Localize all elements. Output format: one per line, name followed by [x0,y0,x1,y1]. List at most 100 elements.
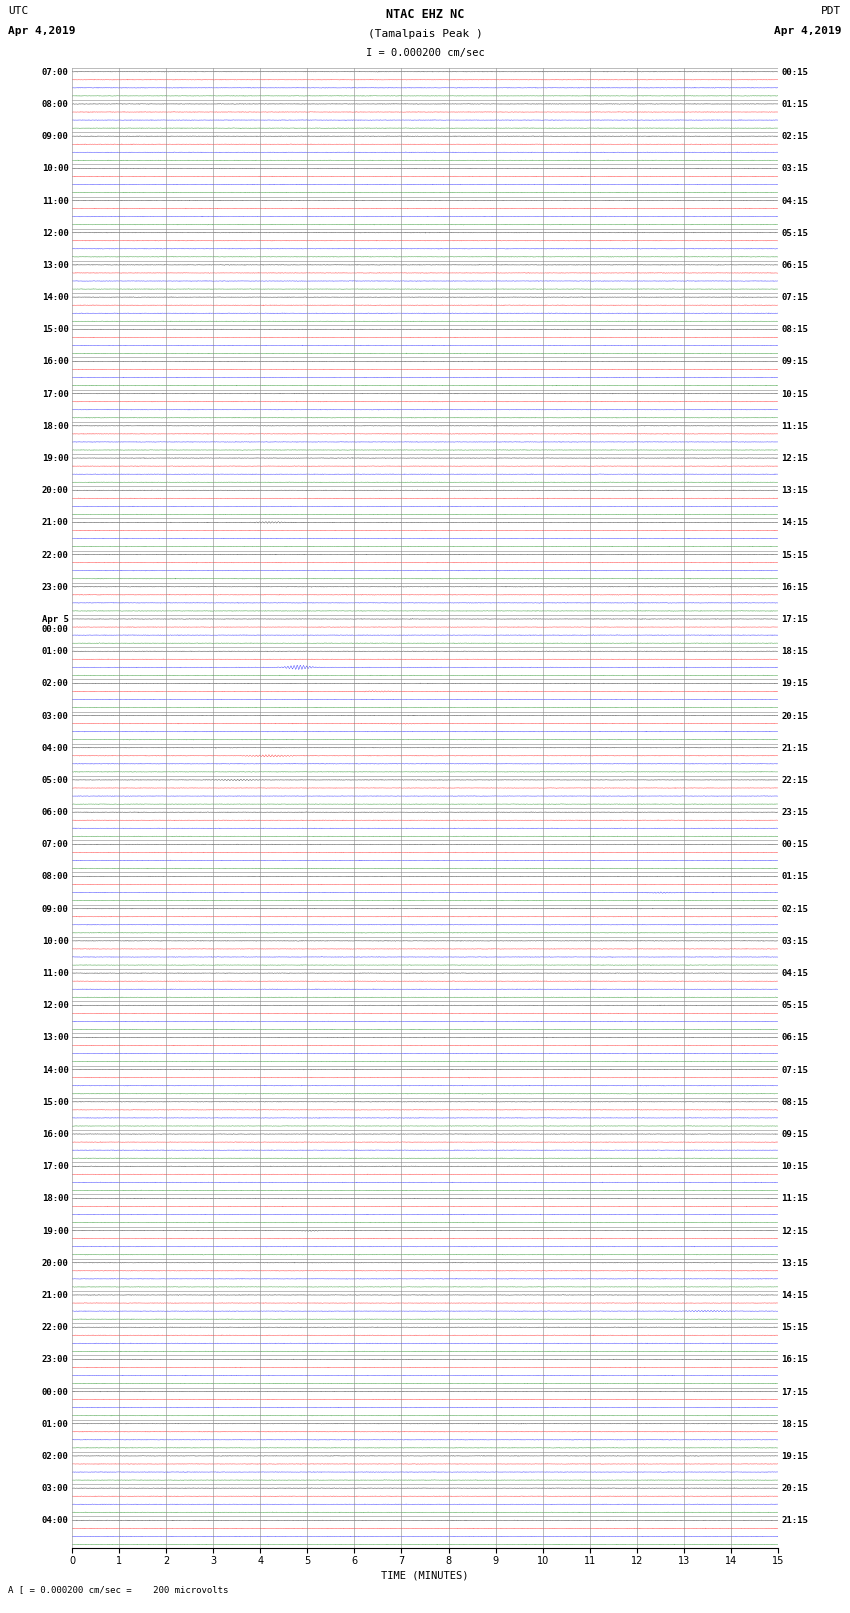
Text: 13:00: 13:00 [42,1034,69,1042]
Text: 08:15: 08:15 [781,1098,808,1107]
Text: (Tamalpais Peak ): (Tamalpais Peak ) [367,29,483,39]
Text: 03:00: 03:00 [42,711,69,721]
Text: Apr 4,2019: Apr 4,2019 [774,26,842,35]
Text: 17:00: 17:00 [42,1163,69,1171]
Text: 10:15: 10:15 [781,390,808,398]
Text: 22:00: 22:00 [42,1323,69,1332]
Text: 15:00: 15:00 [42,1098,69,1107]
Text: I = 0.000200 cm/sec: I = 0.000200 cm/sec [366,48,484,58]
Text: 03:00: 03:00 [42,1484,69,1494]
Text: 19:15: 19:15 [781,1452,808,1461]
Text: 21:15: 21:15 [781,1516,808,1526]
Text: 02:15: 02:15 [781,132,808,140]
Text: 20:00: 20:00 [42,1258,69,1268]
Text: 15:15: 15:15 [781,550,808,560]
Text: 04:15: 04:15 [781,969,808,977]
Text: 07:15: 07:15 [781,1066,808,1074]
Text: 09:00: 09:00 [42,132,69,140]
Text: 15:15: 15:15 [781,1323,808,1332]
Text: 10:00: 10:00 [42,937,69,945]
Text: 13:15: 13:15 [781,486,808,495]
Text: 16:15: 16:15 [781,582,808,592]
Text: UTC: UTC [8,6,29,16]
Text: 00:15: 00:15 [781,68,808,77]
Text: 02:15: 02:15 [781,905,808,913]
Text: 05:15: 05:15 [781,1002,808,1010]
Text: 20:15: 20:15 [781,711,808,721]
Text: 11:15: 11:15 [781,423,808,431]
Text: A [ = 0.000200 cm/sec =    200 microvolts: A [ = 0.000200 cm/sec = 200 microvolts [8,1584,229,1594]
Text: 01:15: 01:15 [781,873,808,881]
Text: 12:15: 12:15 [781,1226,808,1236]
Text: 16:00: 16:00 [42,1131,69,1139]
Text: 05:15: 05:15 [781,229,808,237]
Text: Apr 5
00:00: Apr 5 00:00 [42,615,69,634]
Text: 14:00: 14:00 [42,294,69,302]
Text: 05:00: 05:00 [42,776,69,786]
Text: PDT: PDT [821,6,842,16]
Text: 04:15: 04:15 [781,197,808,205]
Text: 22:00: 22:00 [42,550,69,560]
X-axis label: TIME (MINUTES): TIME (MINUTES) [382,1571,468,1581]
Text: 12:00: 12:00 [42,1002,69,1010]
Text: 08:15: 08:15 [781,326,808,334]
Text: 09:15: 09:15 [781,358,808,366]
Text: 00:15: 00:15 [781,840,808,850]
Text: 23:00: 23:00 [42,1355,69,1365]
Text: 23:00: 23:00 [42,582,69,592]
Text: 21:15: 21:15 [781,744,808,753]
Text: 14:15: 14:15 [781,1290,808,1300]
Text: 18:00: 18:00 [42,1194,69,1203]
Text: 19:00: 19:00 [42,453,69,463]
Text: 09:00: 09:00 [42,905,69,913]
Text: 06:00: 06:00 [42,808,69,818]
Text: 11:00: 11:00 [42,969,69,977]
Text: 00:00: 00:00 [42,1387,69,1397]
Text: 02:00: 02:00 [42,1452,69,1461]
Text: 04:00: 04:00 [42,1516,69,1526]
Text: 03:15: 03:15 [781,165,808,173]
Text: 04:00: 04:00 [42,744,69,753]
Text: 11:15: 11:15 [781,1194,808,1203]
Text: 07:15: 07:15 [781,294,808,302]
Text: 23:15: 23:15 [781,808,808,818]
Text: 17:00: 17:00 [42,390,69,398]
Text: 18:15: 18:15 [781,647,808,656]
Text: 12:15: 12:15 [781,453,808,463]
Text: NTAC EHZ NC: NTAC EHZ NC [386,8,464,21]
Text: 21:00: 21:00 [42,1290,69,1300]
Text: 17:15: 17:15 [781,1387,808,1397]
Text: 07:00: 07:00 [42,68,69,77]
Text: 10:00: 10:00 [42,165,69,173]
Text: 07:00: 07:00 [42,840,69,850]
Text: Apr 4,2019: Apr 4,2019 [8,26,76,35]
Text: 06:15: 06:15 [781,1034,808,1042]
Text: 13:00: 13:00 [42,261,69,269]
Text: 16:15: 16:15 [781,1355,808,1365]
Text: 21:00: 21:00 [42,518,69,527]
Text: 11:00: 11:00 [42,197,69,205]
Text: 13:15: 13:15 [781,1258,808,1268]
Text: 02:00: 02:00 [42,679,69,689]
Text: 12:00: 12:00 [42,229,69,237]
Text: 19:15: 19:15 [781,679,808,689]
Text: 01:00: 01:00 [42,1419,69,1429]
Text: 14:15: 14:15 [781,518,808,527]
Text: 10:15: 10:15 [781,1163,808,1171]
Text: 18:15: 18:15 [781,1419,808,1429]
Text: 01:00: 01:00 [42,647,69,656]
Text: 06:15: 06:15 [781,261,808,269]
Text: 22:15: 22:15 [781,776,808,786]
Text: 08:00: 08:00 [42,100,69,110]
Text: 15:00: 15:00 [42,326,69,334]
Text: 03:15: 03:15 [781,937,808,945]
Text: 16:00: 16:00 [42,358,69,366]
Text: 08:00: 08:00 [42,873,69,881]
Text: 18:00: 18:00 [42,423,69,431]
Text: 19:00: 19:00 [42,1226,69,1236]
Text: 20:15: 20:15 [781,1484,808,1494]
Text: 17:15: 17:15 [781,615,808,624]
Text: 20:00: 20:00 [42,486,69,495]
Text: 01:15: 01:15 [781,100,808,110]
Text: 14:00: 14:00 [42,1066,69,1074]
